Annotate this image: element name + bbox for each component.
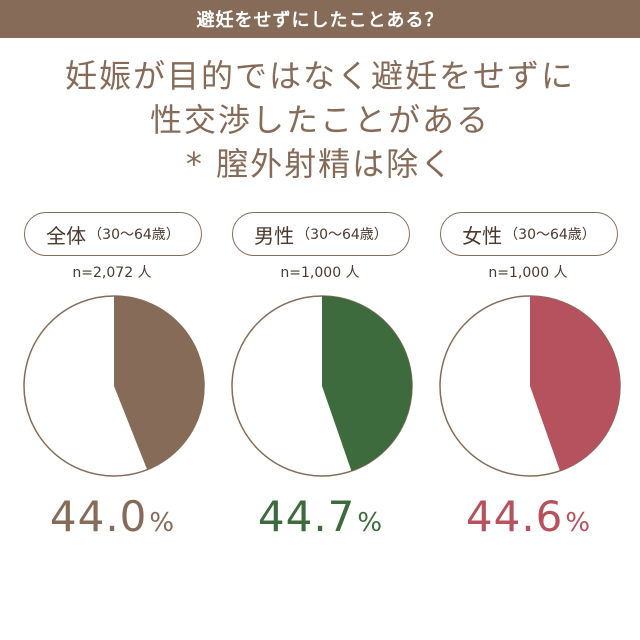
group-label: 女性 xyxy=(462,223,503,248)
percent-unit: % xyxy=(565,508,591,538)
headline-line-3: * 膣外射精は除く xyxy=(185,145,455,183)
pie-chart-female xyxy=(439,295,621,477)
percent-label-male: 44.7% xyxy=(230,492,410,541)
percent-label-female: 44.6% xyxy=(438,492,618,541)
group-label: 全体 xyxy=(46,223,87,248)
group-pill-female: 女性 （30～64歳） xyxy=(440,212,618,256)
headline: 妊娠が目的ではなく避妊をせずに 性交渉したことがある * 膣外射精は除く xyxy=(0,54,640,186)
sample-size-label: n=1,000 人 xyxy=(488,265,568,281)
panel-total: 全体 （30～64歳） n=2,072 人 44.0% xyxy=(22,210,212,600)
age-range-label: （30～64歳） xyxy=(88,227,180,243)
panel-female: 女性 （30～64歳） n=1,000 人 44.6% xyxy=(438,210,628,600)
banner-title: 避妊をせずにしたことある？ xyxy=(196,10,444,31)
group-pill-total: 全体 （30～64歳） xyxy=(24,212,202,256)
percent-value: 44.0 xyxy=(49,492,148,541)
percent-unit: % xyxy=(149,508,175,538)
pie-slice-value xyxy=(322,296,413,472)
pie-chart-total xyxy=(23,295,205,477)
group-pill-male: 男性 （30～64歳） xyxy=(232,212,410,256)
pie-slice-value xyxy=(114,296,204,470)
group-label: 男性 xyxy=(254,223,295,248)
age-range-label: （30～64歳） xyxy=(296,227,388,243)
percent-unit: % xyxy=(357,508,383,538)
percent-value: 44.7 xyxy=(257,492,356,541)
pie-slice-value xyxy=(530,296,620,471)
headline-line-1: 妊娠が目的ではなく避妊をせずに xyxy=(64,57,575,95)
percent-label-total: 44.0% xyxy=(22,492,202,541)
sample-size-label: n=2,072 人 xyxy=(72,265,152,281)
pie-chart-male xyxy=(231,295,413,477)
sample-size-label: n=1,000 人 xyxy=(280,265,360,281)
headline-line-2: 性交渉したことがある xyxy=(149,101,490,139)
panel-male: 男性 （30～64歳） n=1,000 人 44.7% xyxy=(230,210,420,600)
age-range-label: （30～64歳） xyxy=(504,227,596,243)
title-banner: 避妊をせずにしたことある？ xyxy=(0,0,640,38)
percent-value: 44.6 xyxy=(465,492,564,541)
